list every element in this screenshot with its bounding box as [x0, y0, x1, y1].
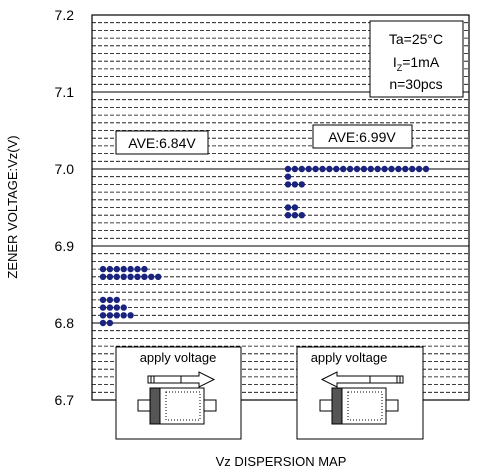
data-point	[422, 165, 430, 173]
data-point	[284, 173, 292, 180]
data-point	[141, 273, 148, 280]
data-point	[415, 165, 423, 173]
conditions-box: Ta=25°C IZ=1mA n=30pcs	[369, 20, 464, 98]
data-point	[402, 165, 409, 173]
data-point	[106, 319, 114, 327]
average-label-text: AVE:6.84V	[128, 135, 196, 151]
data-point	[106, 265, 114, 273]
data-point	[127, 312, 134, 319]
data-point	[106, 304, 114, 311]
data-point	[353, 165, 361, 173]
data-point	[388, 165, 395, 173]
average-label-text: AVE:6.99V	[328, 129, 396, 145]
data-point	[319, 165, 326, 173]
data-point	[340, 165, 347, 173]
data-point	[99, 304, 107, 311]
data-point	[113, 265, 121, 273]
y-tick-label: 6.9	[55, 238, 75, 254]
x-axis-title: Vz DISPERSION MAP	[216, 454, 347, 469]
y-tick-label: 6.7	[55, 392, 75, 408]
data-point	[113, 304, 121, 311]
arrow-right-icon	[147, 371, 216, 388]
data-point	[291, 212, 299, 219]
temperature-condition: Ta=25°C	[389, 31, 443, 47]
data-point	[120, 312, 127, 319]
data-point	[291, 165, 299, 173]
data-point	[284, 181, 292, 188]
data-point	[148, 273, 155, 280]
data-point	[298, 212, 305, 219]
data-point	[113, 273, 121, 280]
apply-voltage-label: apply voltage	[311, 350, 388, 365]
average-label-group-1: AVE:6.84V	[115, 130, 209, 155]
data-point	[409, 165, 416, 173]
diode-component-icon	[137, 387, 217, 425]
data-point	[374, 165, 381, 173]
data-point	[291, 204, 299, 211]
data-point	[134, 273, 141, 280]
diode-component-icon	[319, 387, 399, 425]
data-point	[127, 273, 134, 280]
data-point	[106, 273, 114, 280]
data-point	[326, 165, 333, 173]
data-point	[298, 181, 305, 188]
data-point	[120, 273, 127, 280]
y-tick-label: 7.0	[55, 161, 75, 177]
plot-area-frame	[91, 14, 470, 401]
data-points	[99, 165, 430, 327]
data-point	[106, 296, 114, 304]
data-point	[284, 212, 292, 219]
data-point	[99, 296, 107, 304]
data-point	[99, 273, 107, 280]
sample-count-condition: n=30pcs	[389, 76, 442, 92]
data-point	[305, 165, 312, 173]
data-point	[127, 265, 134, 273]
apply-voltage-label: apply voltage	[140, 350, 217, 365]
y-tick-label: 7.1	[55, 84, 75, 100]
data-point	[141, 265, 148, 273]
data-point	[395, 165, 402, 173]
y-tick-label: 6.8	[55, 315, 75, 331]
data-point	[333, 165, 340, 173]
y-axis-title: ZENER VOLTAGE:Vz(V)	[5, 135, 20, 278]
current-condition: IZ=1mA	[393, 54, 440, 73]
data-point	[106, 312, 114, 319]
data-point	[367, 165, 374, 173]
data-point	[113, 312, 121, 319]
data-point	[120, 265, 127, 273]
y-tick-labels: 6.7 6.8 6.9 7.0 7.1 7.2	[55, 7, 75, 408]
data-point	[99, 319, 107, 327]
data-point	[346, 165, 354, 173]
data-point	[284, 165, 292, 173]
y-tick-label: 7.2	[55, 7, 75, 23]
data-point	[155, 273, 162, 280]
arrow-left-icon	[320, 371, 404, 388]
data-point	[99, 312, 107, 319]
apply-voltage-inset-2: apply voltage	[296, 346, 424, 440]
apply-voltage-inset-1: apply voltage	[115, 346, 242, 440]
data-point	[134, 265, 141, 273]
data-point	[291, 181, 299, 188]
data-point	[312, 165, 319, 173]
data-point	[113, 296, 121, 304]
data-point	[99, 265, 107, 273]
data-point	[120, 304, 127, 311]
data-point	[298, 165, 305, 173]
data-point	[360, 165, 368, 173]
data-point	[284, 204, 292, 211]
data-point	[381, 165, 388, 173]
average-label-group-2: AVE:6.99V	[312, 124, 413, 149]
